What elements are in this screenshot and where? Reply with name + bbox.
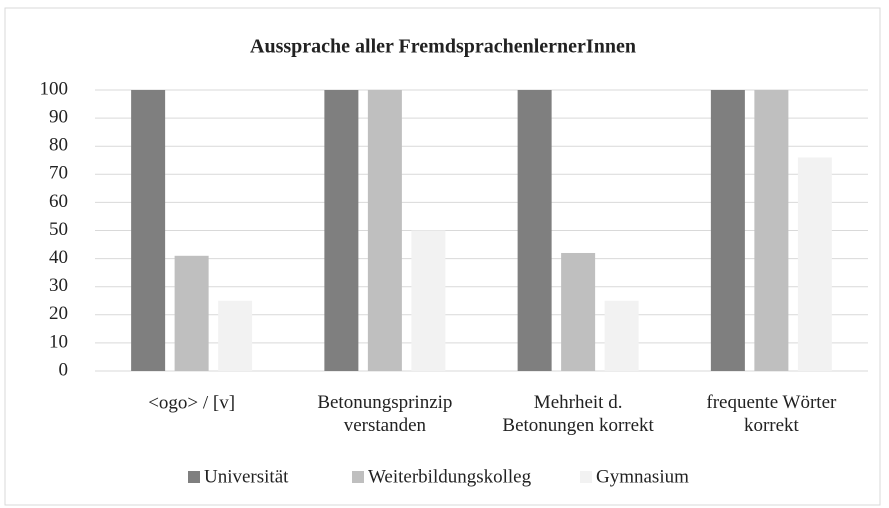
y-tick-label: 100 (40, 78, 69, 99)
bar (324, 90, 359, 371)
bar (710, 90, 745, 371)
bar (517, 90, 552, 371)
bar (411, 230, 446, 371)
legend-label: Universität (204, 466, 289, 487)
legend-swatch (352, 471, 364, 483)
bar (131, 90, 166, 371)
x-tick-label: Betonungsprinzip verstanden (317, 392, 452, 436)
x-tick-label: <ogo> / [v] (148, 392, 235, 413)
y-tick-label: 80 (49, 135, 68, 156)
bar (604, 300, 639, 371)
bar (218, 300, 253, 371)
bar (174, 255, 209, 371)
x-tick-label: Mehrheit d. Betonungen korrekt (502, 392, 654, 436)
y-tick-label: 30 (49, 275, 68, 296)
y-tick-label: 90 (49, 106, 68, 127)
y-tick-label: 20 (49, 303, 68, 324)
bar (754, 90, 789, 371)
y-tick-label: 0 (59, 359, 69, 380)
legend-label: Gymnasium (596, 466, 689, 487)
legend-swatch (580, 471, 592, 483)
bar (367, 90, 402, 371)
legend-swatch (188, 471, 200, 483)
y-tick-label: 50 (49, 219, 68, 240)
y-tick-label: 40 (49, 247, 68, 268)
chart-title: Aussprache aller FremdsprachenlernerInne… (250, 36, 636, 58)
x-tick-label: frequente Wörter korrekt (706, 392, 837, 436)
bar (797, 157, 832, 371)
bar (561, 252, 596, 371)
y-tick-label: 10 (49, 331, 68, 352)
y-tick-label: 60 (49, 191, 68, 212)
legend-label: Weiterbildungskolleg (368, 466, 532, 487)
y-tick-label: 70 (49, 163, 68, 184)
